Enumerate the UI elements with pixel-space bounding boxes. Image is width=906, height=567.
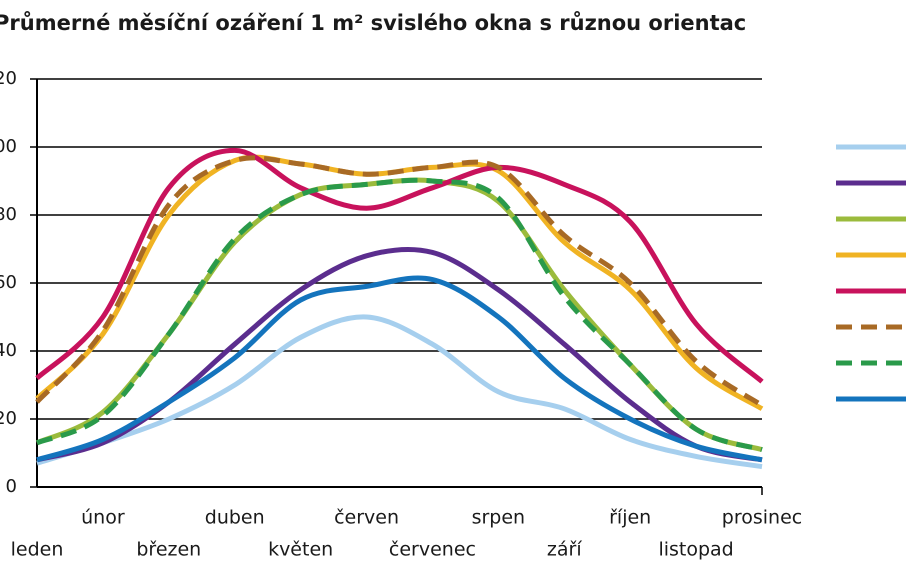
x-tick-label: květen [268, 539, 333, 561]
x-tick-label: leden [11, 539, 64, 561]
chart-title: Průmerné měsíční ozáření 1 m² svislého o… [0, 11, 746, 35]
series-line [35, 147, 764, 384]
x-tick-label: prosinec [722, 507, 802, 529]
x-tick-label: listopad [658, 539, 733, 561]
series-line [36, 275, 763, 463]
x-tick-label: červen [334, 507, 399, 529]
y-tick-label: 0 [6, 476, 17, 497]
x-tick-label: říjen [609, 507, 651, 529]
y-tick-label: 60 [0, 272, 17, 293]
y-tick-label: 120 [0, 68, 17, 89]
y-tick-label: 40 [0, 340, 17, 361]
x-tick-label: září [547, 539, 582, 561]
series-line [36, 314, 763, 470]
series-line [36, 177, 763, 453]
y-tick-label: 20 [0, 408, 17, 429]
y-tick-label: 100 [0, 136, 17, 157]
series-line [35, 155, 764, 408]
x-tick-label: únor [81, 507, 125, 529]
x-tick-label: srpen [472, 507, 526, 529]
y-tick-label: 80 [0, 204, 17, 225]
x-tick-label: červenec [389, 539, 476, 561]
x-tick-label: březen [136, 539, 201, 561]
x-tick-label: duben [205, 507, 265, 529]
